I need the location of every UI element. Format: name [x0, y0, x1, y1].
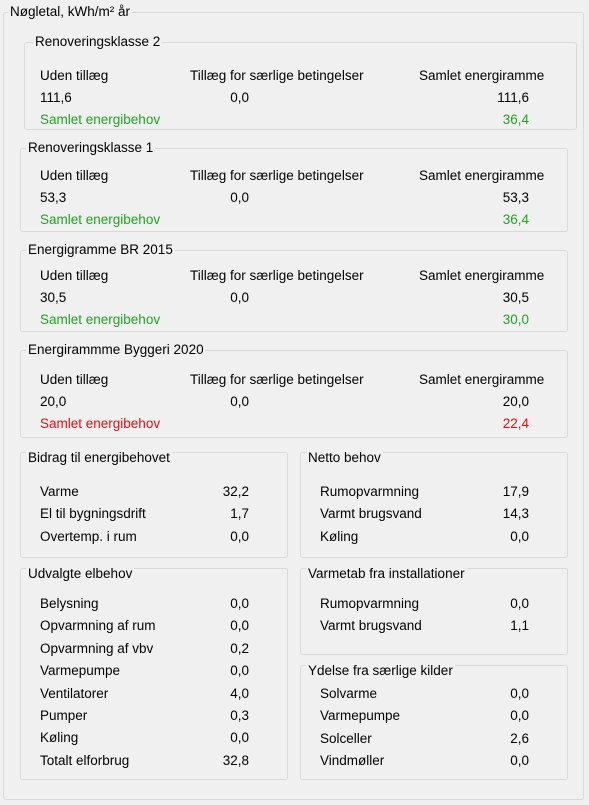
total-value: 36,4 [502, 212, 529, 227]
panel-title: Udvalgte elbehov [26, 566, 135, 582]
column-header: Samlet energiramme [419, 372, 545, 387]
row-label: Varmt brugsvand [320, 506, 422, 522]
column-header: Uden tillæg [40, 372, 109, 387]
row-value: 0,0 [510, 753, 529, 769]
row-label: El til bygningsdrift [40, 506, 146, 522]
row-label: Solvarme [320, 686, 378, 701]
panel-title: Bidrag til energibehovet [26, 450, 172, 466]
row-value: 32,2 [222, 484, 249, 499]
group-box [20, 250, 568, 332]
total-label: Samlet energibehov [40, 416, 161, 431]
group-box [3, 12, 584, 800]
row-value: 0,3 [230, 708, 249, 723]
value: 53,3 [40, 190, 67, 205]
row-label: Solceller [320, 730, 372, 746]
group-box [20, 350, 568, 438]
row-value: 0,0 [230, 618, 249, 634]
total-value: 30,0 [502, 312, 529, 327]
row-label: Opvarmning af rum [40, 618, 156, 634]
column-header: Uden tillæg [40, 68, 109, 83]
row-value: 1,1 [510, 618, 529, 634]
row-value: 0,0 [510, 596, 529, 611]
value: 0,0 [230, 290, 249, 305]
row-value: 0,0 [230, 730, 249, 746]
group-box [20, 568, 288, 780]
row-label: Rumopvarmning [320, 484, 420, 499]
value: 20,0 [40, 394, 67, 409]
total-value: 36,4 [502, 112, 529, 127]
value: 0,0 [230, 190, 249, 205]
row-label: Varmt brugsvand [320, 618, 422, 634]
value: 53,3 [502, 190, 529, 205]
group-box [24, 42, 577, 130]
row-label: Ventilatorer [40, 685, 109, 701]
total-label: Samlet energibehov [40, 312, 161, 327]
row-label: Opvarmning af vbv [40, 640, 154, 656]
row-label: Overtemp. i rum [40, 528, 137, 544]
column-header: Uden tillæg [40, 268, 109, 283]
row-value: 0,0 [510, 686, 529, 701]
row-value: 0,0 [510, 528, 529, 544]
column-header: Samlet energiramme [419, 168, 545, 183]
row-label: Pumper [40, 708, 88, 723]
row-label: Belysning [40, 596, 99, 611]
row-label: Varmepumpe [40, 663, 121, 679]
row-label: Vindmøller [320, 753, 385, 769]
row-label: Rumopvarmning [320, 596, 420, 611]
panel-title: Ydelse fra særlige kilder [306, 663, 455, 679]
column-header: Samlet energiramme [419, 268, 545, 283]
value: 111,6 [497, 90, 529, 105]
total-label: Samlet energibehov [40, 112, 161, 127]
row-value: 32,8 [222, 752, 249, 768]
group-box [300, 452, 568, 558]
row-value: 0,0 [230, 528, 249, 544]
column-header: Tillæg for særlige betingelser [190, 168, 364, 183]
row-label: Køling [40, 730, 79, 746]
row-value: 14,3 [502, 506, 529, 522]
section-title: Nøgletal, kWh/m² år [8, 4, 133, 20]
row-label: Varme [40, 484, 79, 499]
row-value: 0,0 [230, 596, 249, 611]
column-header: Tillæg for særlige betingelser [190, 372, 364, 387]
value: 30,5 [40, 290, 67, 305]
group-title: Renoveringsklasse 1 [26, 140, 156, 156]
column-header: Samlet energiramme [419, 68, 545, 83]
row-label: Køling [320, 528, 359, 544]
panel-title: Netto behov [306, 450, 383, 466]
group-title: Energirammme Byggeri 2020 [26, 342, 206, 358]
group-title: Renoveringsklasse 2 [33, 34, 163, 50]
total-value: 22,4 [502, 416, 529, 431]
column-header: Uden tillæg [40, 168, 109, 183]
row-value: 0,0 [510, 708, 529, 724]
row-value: 0,0 [230, 663, 249, 679]
value: 20,0 [502, 394, 529, 409]
value: 0,0 [230, 90, 249, 105]
value: 111,6 [40, 90, 72, 105]
row-label: Totalt elforbrug [40, 752, 130, 768]
row-value: 4,0 [230, 685, 249, 701]
group-box [20, 148, 568, 232]
total-label: Samlet energibehov [40, 212, 161, 227]
value: 0,0 [230, 394, 249, 409]
row-value: 1,7 [230, 506, 249, 522]
panel-title: Varmetab fra installationer [306, 566, 467, 582]
row-label: Varmepumpe [320, 708, 401, 724]
column-header: Tillæg for særlige betingelser [190, 268, 364, 283]
row-value: 2,6 [510, 730, 529, 746]
column-header: Tillæg for særlige betingelser [190, 68, 364, 83]
group-title: Energigramme BR 2015 [26, 242, 175, 258]
value: 30,5 [502, 290, 529, 305]
row-value: 0,2 [230, 640, 249, 656]
row-value: 17,9 [502, 484, 529, 499]
